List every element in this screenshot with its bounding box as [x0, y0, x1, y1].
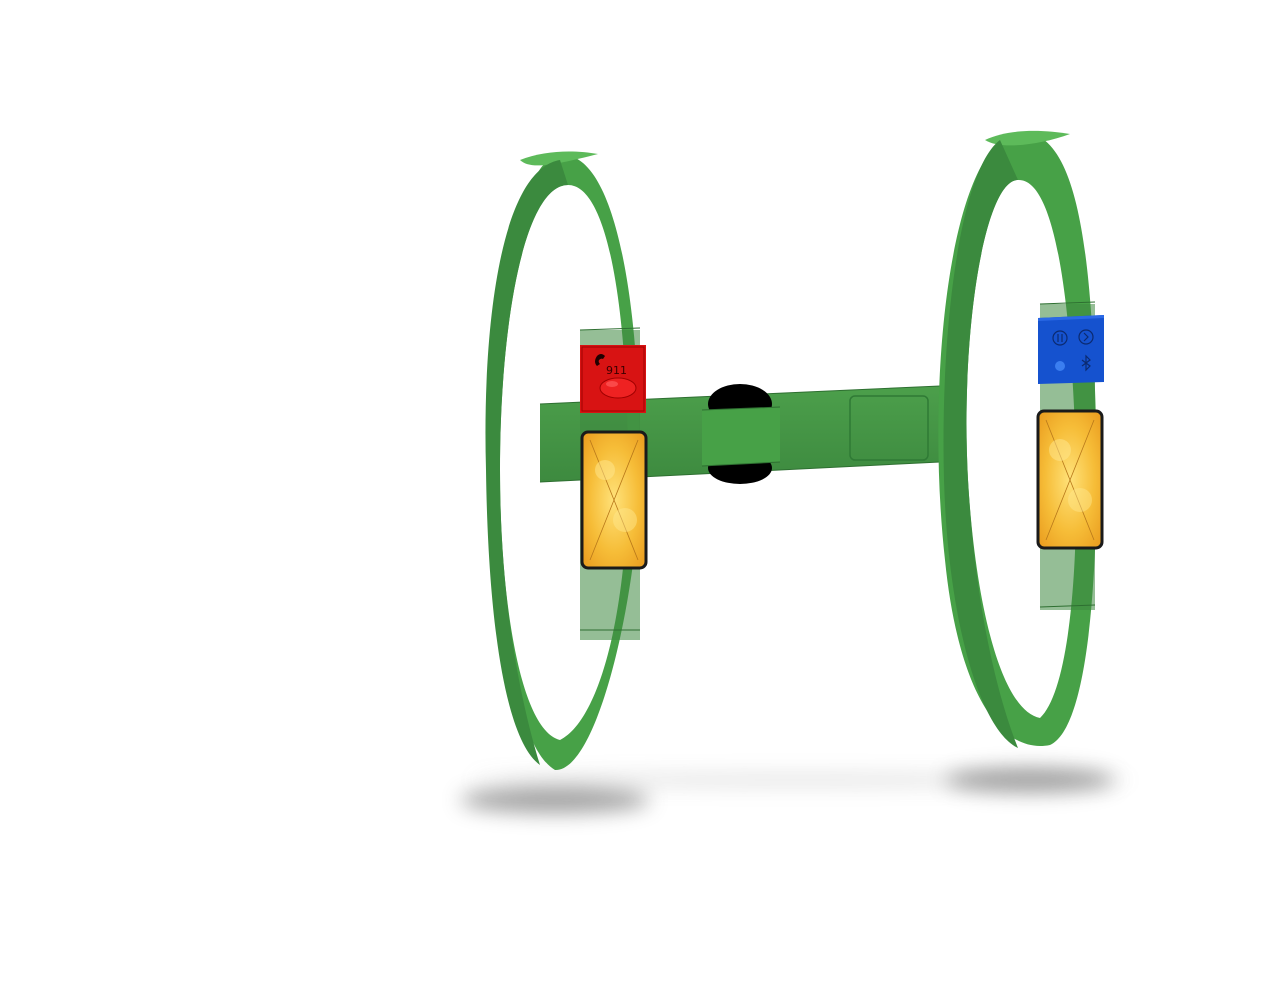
power-icon[interactable] [1055, 361, 1065, 371]
bluetooth-icon[interactable] [1081, 354, 1091, 372]
pause-icon[interactable] [1052, 330, 1068, 346]
emergency-module[interactable]: 911 [580, 345, 646, 413]
chest-connector [701, 384, 781, 484]
strap-adjuster [849, 395, 929, 461]
next-icon[interactable] [1078, 329, 1094, 345]
emergency-label: 911 [606, 364, 627, 377]
emergency-button[interactable] [599, 377, 637, 399]
media-module[interactable] [1038, 315, 1104, 384]
ground-shadow [460, 768, 1130, 813]
left-reflector [580, 430, 648, 570]
phone-icon [595, 354, 605, 366]
right-reflector [1036, 409, 1104, 550]
